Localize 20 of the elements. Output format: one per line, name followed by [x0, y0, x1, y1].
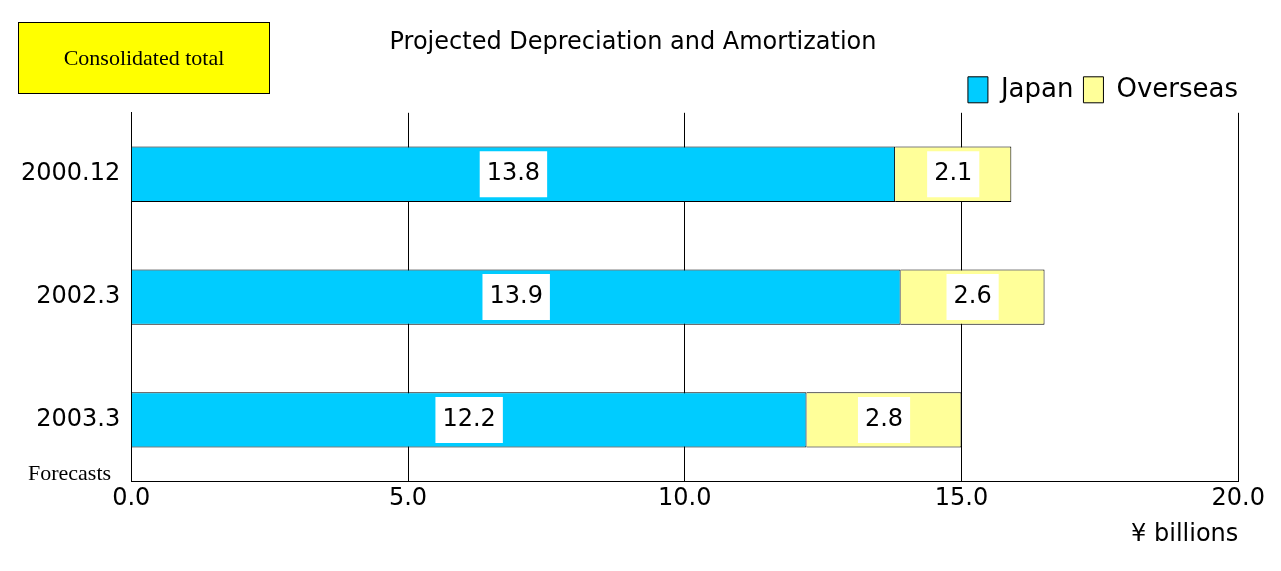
legend-label: Overseas — [1116, 72, 1238, 103]
x-tick-label: 20.0 — [1211, 483, 1265, 512]
data-label: 13.8 — [486, 158, 541, 187]
data-label: 2.6 — [953, 281, 992, 310]
x-tick-label: 10.0 — [658, 483, 712, 512]
x-tick-label: 15.0 — [934, 483, 989, 512]
y-tick-label: 2003.3 — [36, 404, 121, 433]
text: Forecasts — [28, 460, 112, 486]
legend-label: Japan — [998, 72, 1074, 103]
y-tick-label: 2002.3 — [36, 281, 121, 310]
y-tick-label: 2000.12 — [21, 158, 121, 187]
data-label: 13.9 — [489, 281, 543, 310]
x-tick-label: 5.0 — [388, 483, 428, 512]
text: Consolidated total — [18, 22, 270, 94]
x-tick-label: 0.0 — [112, 483, 151, 512]
data-label: 2.1 — [934, 158, 973, 187]
data-label: 2.8 — [864, 404, 904, 433]
data-label: 12.2 — [442, 404, 496, 433]
x-axis-title: ¥ billions — [1131, 518, 1239, 547]
chart-title: Projected Depreciation and Amortization — [389, 26, 877, 55]
